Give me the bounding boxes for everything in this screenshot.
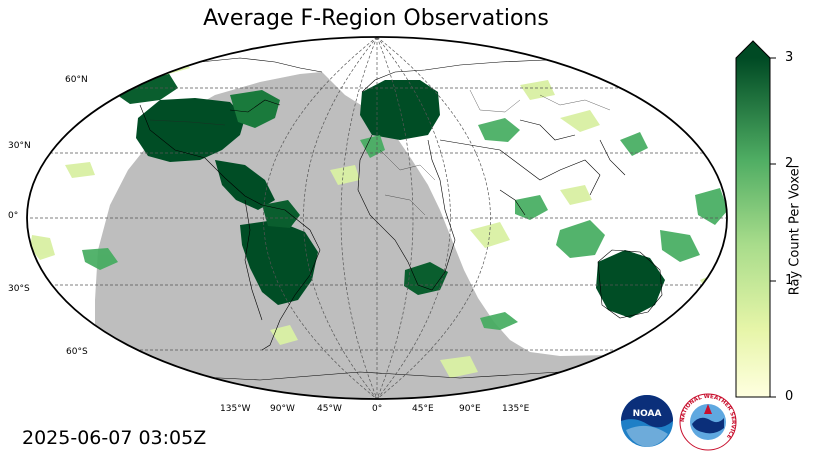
colorbar-tick-3: 3 — [785, 50, 794, 65]
map-title: Average F-Region Observations — [203, 6, 549, 31]
lon-label-135e: 135°E — [502, 404, 530, 414]
lat-label-60n: 60°N — [65, 75, 88, 85]
noaa-logo-text: NOAA — [633, 409, 662, 419]
lat-label-0: 0° — [8, 211, 19, 221]
data-region-central-america — [215, 160, 275, 210]
night-shading — [95, 72, 727, 399]
lon-label-135w: 135°W — [220, 404, 251, 414]
noaa-logo: NOAA — [621, 395, 673, 447]
colorbar-tick-1: 1 — [785, 273, 794, 288]
colorbar-title: Ray Count Per Voxel — [787, 164, 803, 296]
data-region-south-america — [240, 220, 318, 305]
timestamp: 2025-06-07 03:05Z — [22, 427, 207, 449]
colorbar-tick-2: 2 — [785, 156, 794, 171]
nws-logo: NATIONAL WEATHER SERVICE — [679, 393, 737, 451]
colorbar — [735, 40, 776, 398]
lon-label-0: 0° — [372, 404, 383, 414]
data-region-australia — [596, 250, 665, 318]
lon-label-45e: 45°E — [412, 404, 434, 414]
lat-label-30s: 30°S — [8, 284, 30, 294]
data-region-greenland — [110, 72, 178, 104]
data-region-southern-africa — [404, 262, 448, 295]
lon-label-45w: 45°W — [317, 404, 342, 414]
lon-label-90w: 90°W — [270, 404, 295, 414]
lat-label-30n: 30°N — [8, 141, 31, 151]
data-regions-mid — [48, 118, 727, 330]
data-region-north-america-east — [230, 90, 280, 128]
globe-outline — [26, 36, 728, 400]
colorbar-extend-arrow — [736, 41, 770, 58]
data-region-north-america — [136, 98, 245, 162]
lat-label-60s: 60°S — [66, 347, 88, 357]
borders — [149, 89, 611, 216]
lon-label-90e: 90°E — [459, 404, 481, 414]
colorbar-tick-0: 0 — [785, 389, 794, 404]
